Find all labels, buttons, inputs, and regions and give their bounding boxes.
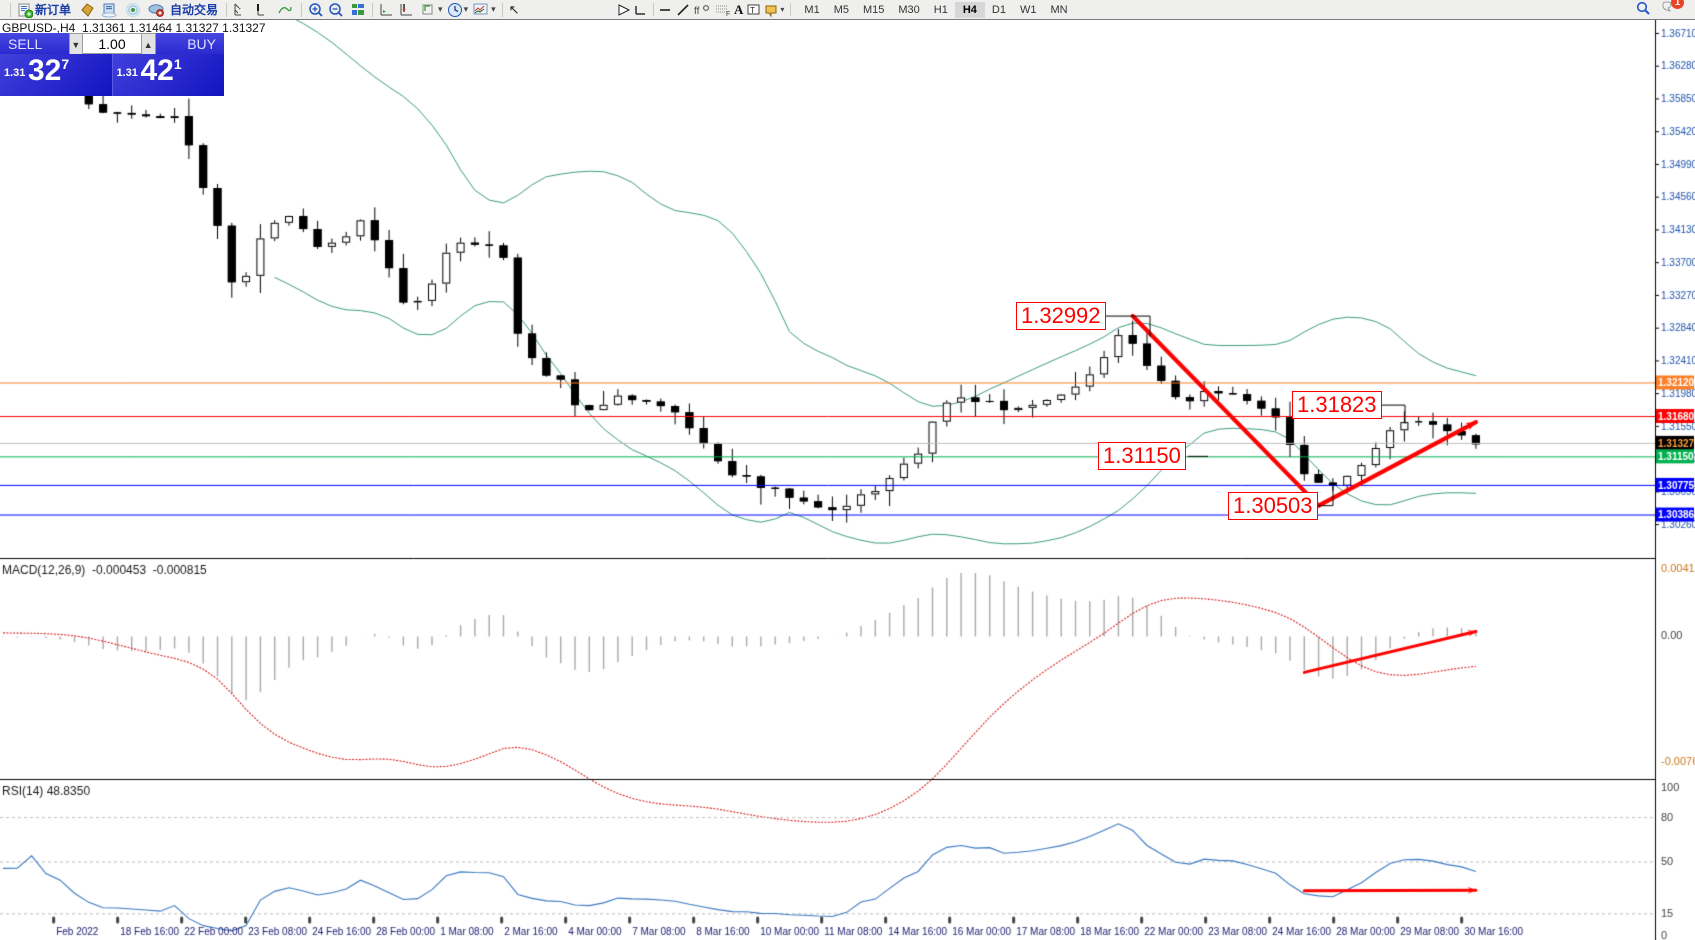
svg-text:T: T: [750, 6, 755, 15]
svg-text:F: F: [726, 11, 730, 17]
svg-text:ff: ff: [694, 6, 700, 17]
